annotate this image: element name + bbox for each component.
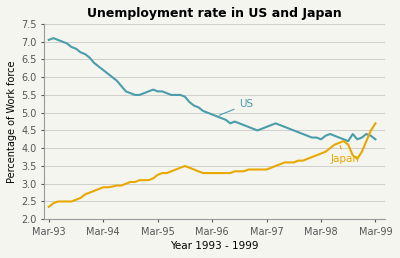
Y-axis label: Percentage of Work force: Percentage of Work force	[7, 60, 17, 183]
Text: US: US	[219, 99, 254, 115]
Title: Unemployment rate in US and Japan: Unemployment rate in US and Japan	[87, 7, 342, 20]
Text: Japan: Japan	[330, 146, 359, 164]
X-axis label: Year 1993 - 1999: Year 1993 - 1999	[170, 241, 259, 251]
